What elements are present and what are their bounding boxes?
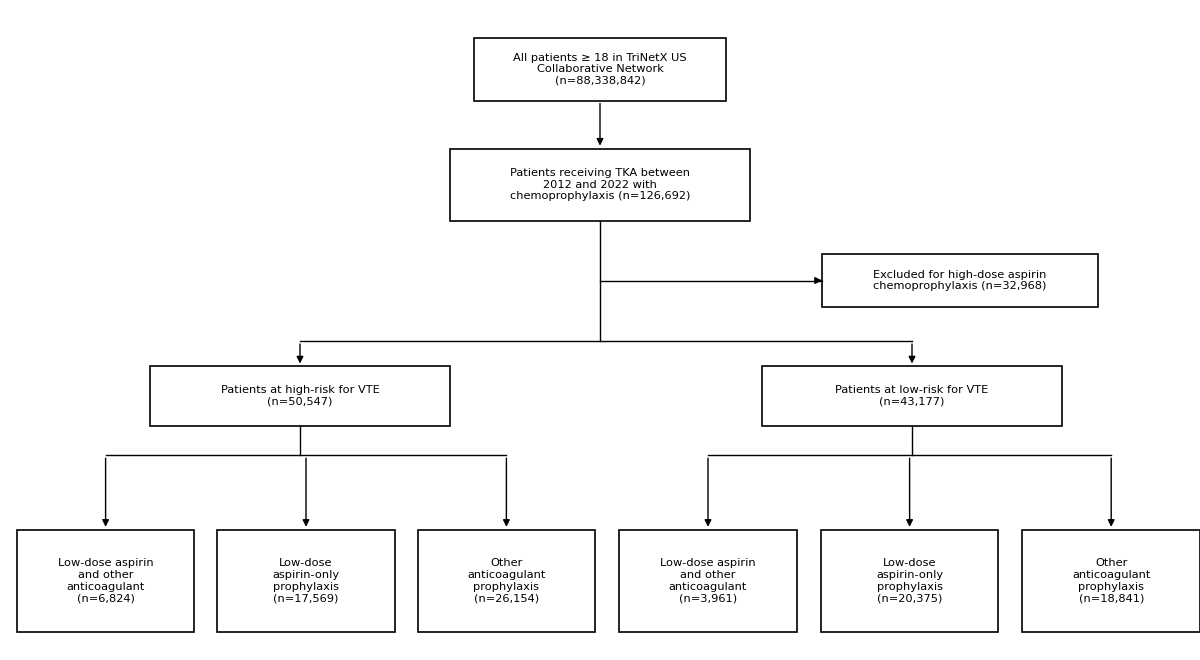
Text: Other
anticoagulant
prophylaxis
(n=18,841): Other anticoagulant prophylaxis (n=18,84… <box>1072 558 1151 603</box>
FancyBboxPatch shape <box>418 529 595 632</box>
Text: Patients at low-risk for VTE
(n=43,177): Patients at low-risk for VTE (n=43,177) <box>835 385 989 407</box>
FancyBboxPatch shape <box>762 366 1062 426</box>
Text: Low-dose aspirin
and other
anticoagulant
(n=3,961): Low-dose aspirin and other anticoagulant… <box>660 558 756 603</box>
FancyBboxPatch shape <box>17 529 194 632</box>
FancyBboxPatch shape <box>450 148 750 221</box>
Text: Low-dose
aspirin-only
prophylaxis
(n=17,569): Low-dose aspirin-only prophylaxis (n=17,… <box>272 558 340 603</box>
Text: Excluded for high-dose aspirin
chemoprophylaxis (n=32,968): Excluded for high-dose aspirin chemoprop… <box>874 270 1046 291</box>
Text: Other
anticoagulant
prophylaxis
(n=26,154): Other anticoagulant prophylaxis (n=26,15… <box>467 558 546 603</box>
Text: Low-dose
aspirin-only
prophylaxis
(n=20,375): Low-dose aspirin-only prophylaxis (n=20,… <box>876 558 943 603</box>
Text: All patients ≥ 18 in TriNetX US
Collaborative Network
(n=88,338,842): All patients ≥ 18 in TriNetX US Collabor… <box>514 53 686 86</box>
FancyBboxPatch shape <box>821 529 998 632</box>
Text: Low-dose aspirin
and other
anticoagulant
(n=6,824): Low-dose aspirin and other anticoagulant… <box>58 558 154 603</box>
FancyBboxPatch shape <box>150 366 450 426</box>
Text: Patients receiving TKA between
2012 and 2022 with
chemoprophylaxis (n=126,692): Patients receiving TKA between 2012 and … <box>510 168 690 201</box>
FancyBboxPatch shape <box>474 38 726 100</box>
FancyBboxPatch shape <box>619 529 797 632</box>
FancyBboxPatch shape <box>217 529 395 632</box>
FancyBboxPatch shape <box>1022 529 1200 632</box>
FancyBboxPatch shape <box>822 254 1098 307</box>
Text: Patients at high-risk for VTE
(n=50,547): Patients at high-risk for VTE (n=50,547) <box>221 385 379 407</box>
